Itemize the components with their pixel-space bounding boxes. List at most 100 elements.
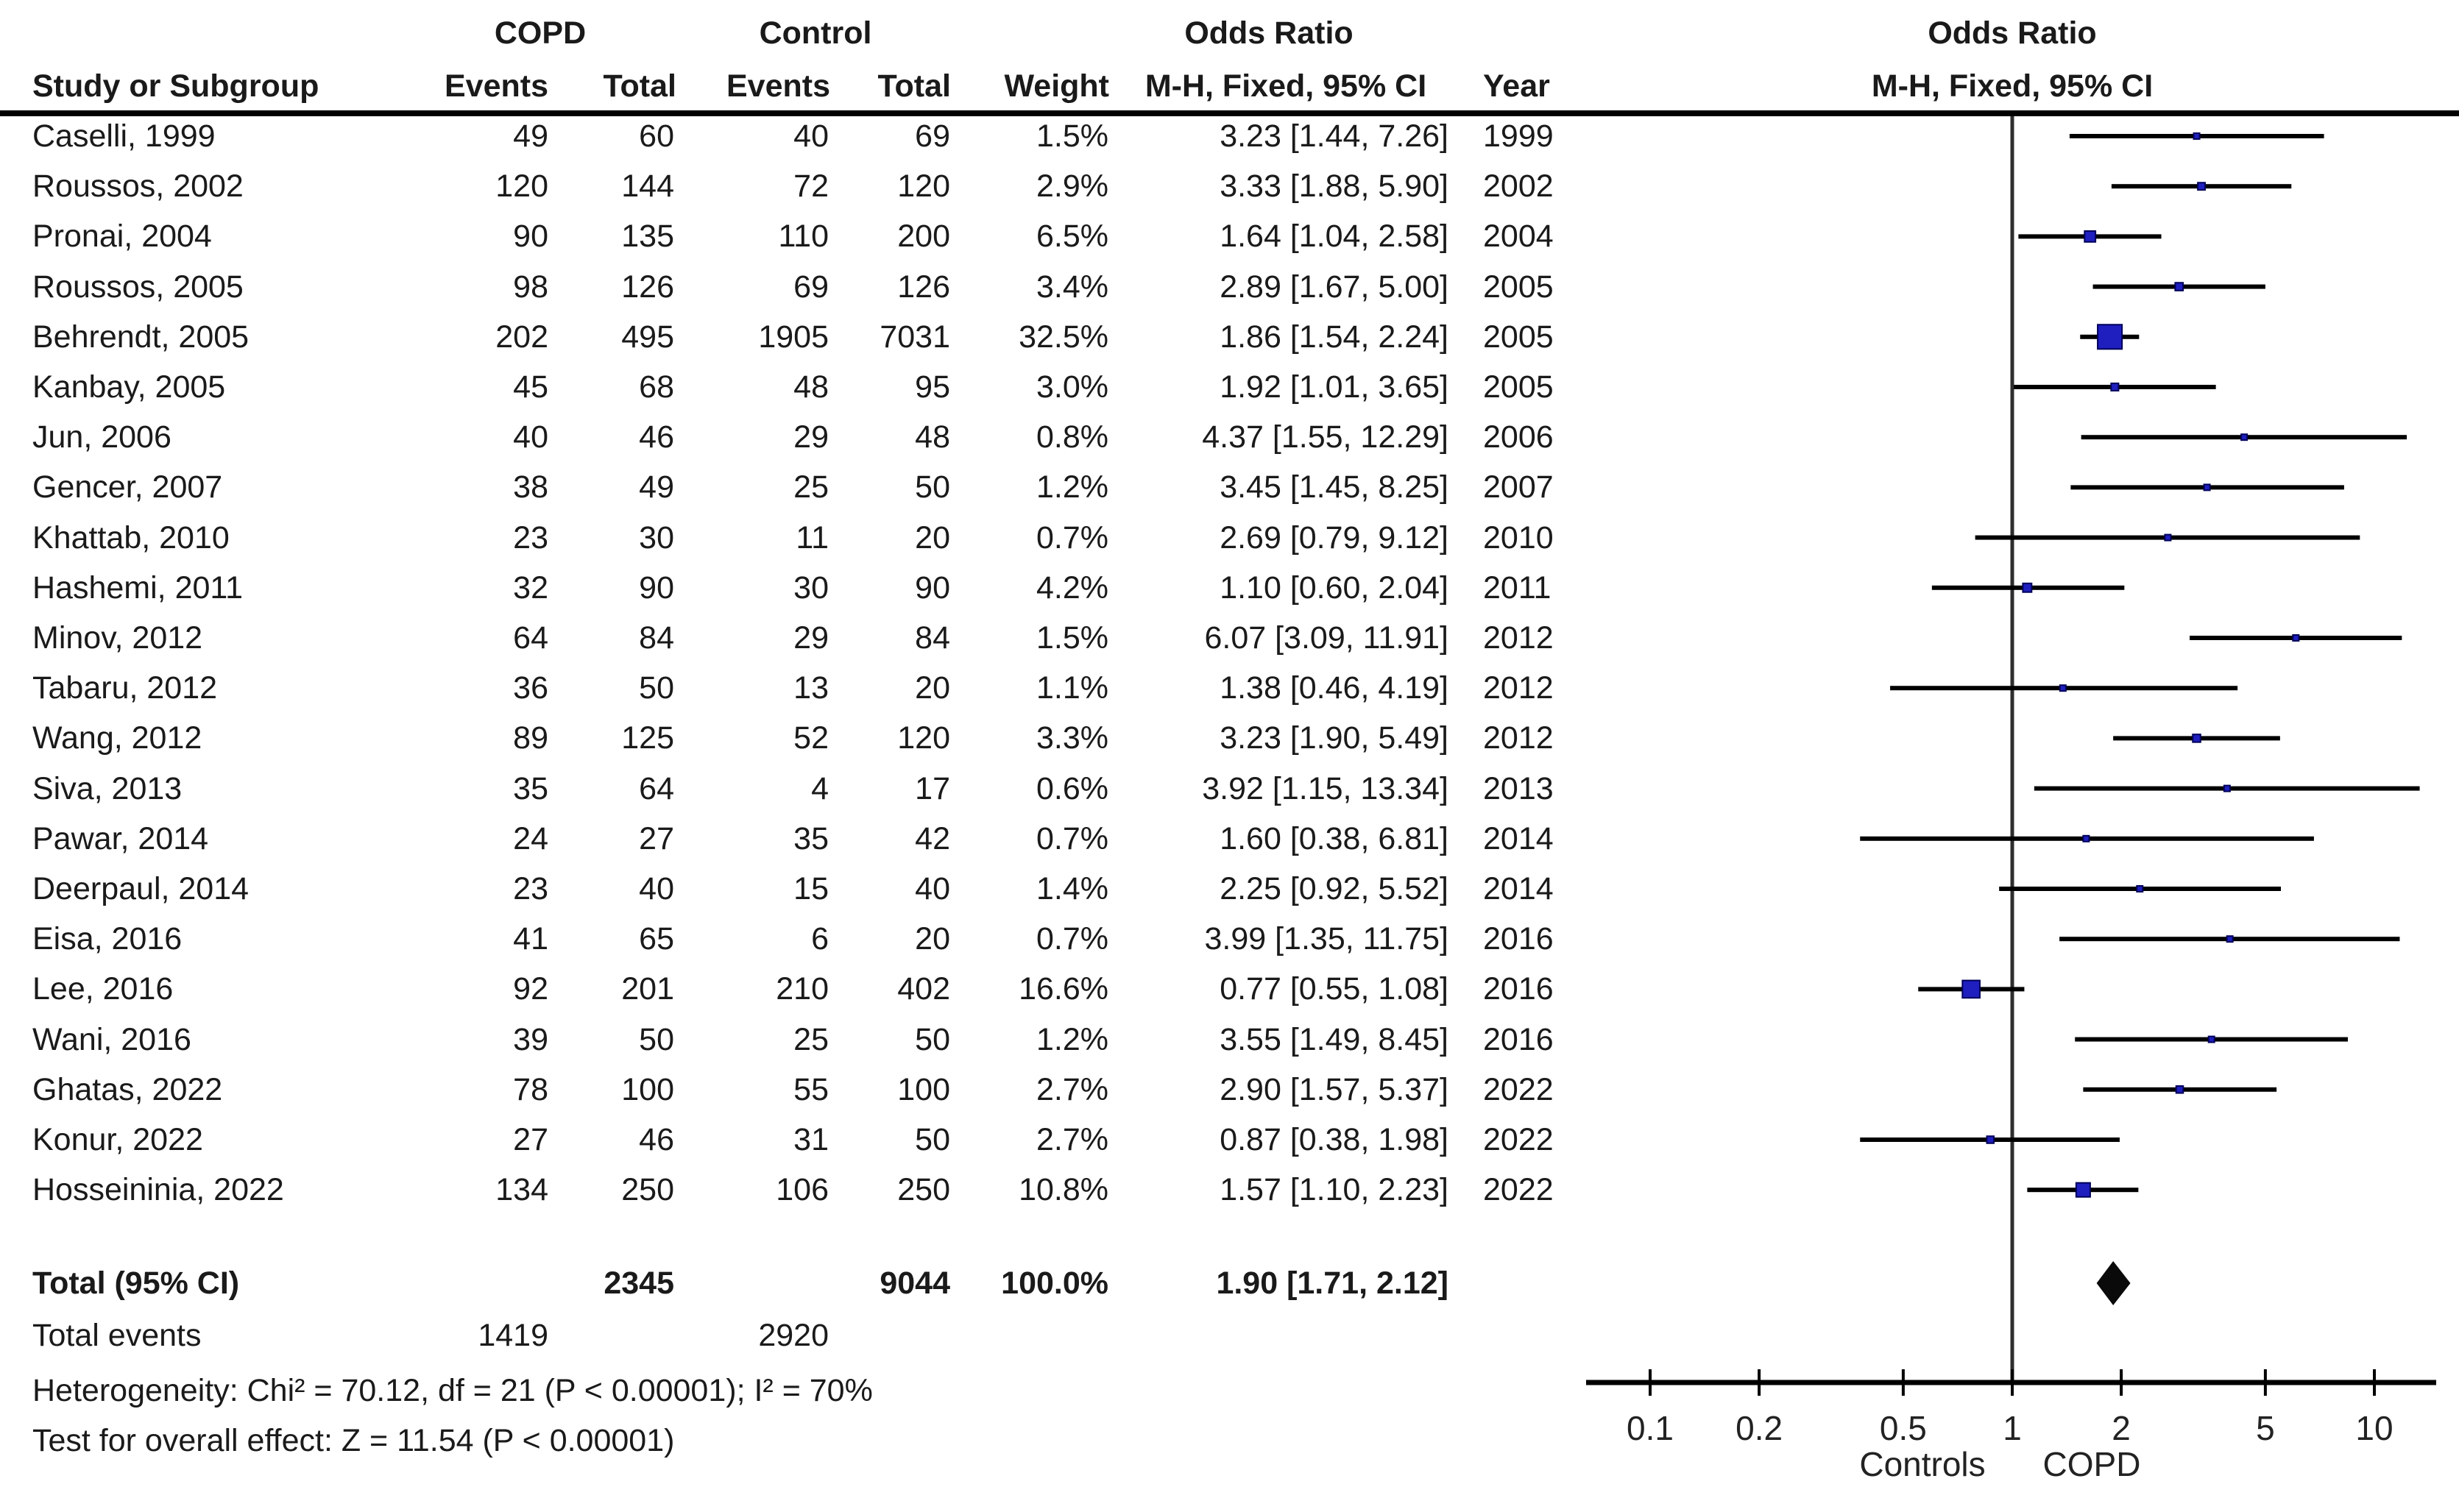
control-total: 120 xyxy=(897,168,950,205)
year-value: 2010 xyxy=(1483,519,1554,556)
control-events: 25 xyxy=(793,1021,829,1057)
control-total: 90 xyxy=(915,569,950,606)
or-ci-text: 2.69 [0.79, 9.12] xyxy=(1220,519,1448,556)
copd-total: 90 xyxy=(639,569,674,606)
copd-total: 201 xyxy=(621,971,674,1007)
year-value: 2016 xyxy=(1483,1021,1554,1057)
axis-tick-label: 0.1 xyxy=(1627,1409,1674,1447)
year-value: 2022 xyxy=(1483,1071,1554,1107)
study-name: Lee, 2016 xyxy=(32,971,174,1007)
control-total: 50 xyxy=(915,1122,950,1157)
point-estimate-marker xyxy=(2097,324,2123,350)
weight-value: 4.2% xyxy=(1036,569,1108,606)
point-estimate-marker xyxy=(2082,834,2090,842)
control-events: 13 xyxy=(793,670,829,706)
col-header-mh-fixed: M-H, Fixed, 95% CI xyxy=(1144,68,1427,104)
point-estimate-marker xyxy=(2203,483,2211,491)
study-name: Tabaru, 2012 xyxy=(32,670,218,706)
control-events: 15 xyxy=(793,871,829,906)
copd-total: 60 xyxy=(639,118,674,154)
or-ci-text: 2.25 [0.92, 5.52] xyxy=(1220,871,1448,906)
point-estimate-marker xyxy=(2075,1182,2091,1198)
control-events: 25 xyxy=(793,469,829,505)
control-total: 250 xyxy=(897,1172,950,1208)
point-estimate-marker xyxy=(2226,935,2234,943)
group1-header: COPD xyxy=(494,15,587,51)
control-events: 40 xyxy=(793,118,829,154)
header-divider xyxy=(0,110,2459,116)
year-value: 2005 xyxy=(1483,319,1554,355)
year-value: 2014 xyxy=(1483,871,1554,906)
control-total: 17 xyxy=(915,770,950,806)
year-value: 2022 xyxy=(1483,1122,1554,1157)
control-events: 4 xyxy=(811,770,829,806)
control-events: 31 xyxy=(793,1122,829,1157)
null-line xyxy=(2010,116,2014,1383)
copd-total: 135 xyxy=(621,219,674,255)
control-total: 402 xyxy=(897,971,950,1007)
favours-left-label: Controls xyxy=(1859,1445,1986,1483)
weight-value: 0.7% xyxy=(1036,820,1108,856)
total-label: Total (95% CI) xyxy=(32,1266,240,1301)
axis-tick-label: 0.2 xyxy=(1736,1409,1783,1447)
or-column-header: Odds Ratio xyxy=(1184,15,1354,51)
copd-total: 64 xyxy=(639,770,674,806)
or-ci-text: 1.38 [0.46, 4.19] xyxy=(1220,670,1448,706)
control-total: 42 xyxy=(915,820,950,856)
study-name: Minov, 2012 xyxy=(32,620,203,656)
study-name: Kanbay, 2005 xyxy=(32,369,226,405)
or-ci-text: 3.23 [1.44, 7.26] xyxy=(1220,118,1448,154)
study-name: Roussos, 2005 xyxy=(32,269,244,305)
weight-value: 1.1% xyxy=(1036,670,1108,706)
point-estimate-marker xyxy=(2110,382,2120,392)
or-ci-text: 3.45 [1.45, 8.25] xyxy=(1220,469,1448,505)
control-total: 20 xyxy=(915,519,950,556)
year-value: 1999 xyxy=(1483,118,1554,154)
axis-tick xyxy=(2120,1369,2123,1396)
copd-total: 250 xyxy=(621,1172,674,1208)
control-total: 95 xyxy=(915,369,950,405)
copd-events: 40 xyxy=(513,419,548,455)
plot-title: Odds Ratio xyxy=(1928,15,2097,51)
point-estimate-marker xyxy=(2292,634,2300,642)
copd-events: 64 xyxy=(513,620,548,656)
point-estimate-marker xyxy=(2223,784,2231,792)
weight-value: 16.6% xyxy=(1019,971,1108,1007)
axis-tick-label: 1 xyxy=(2003,1409,2022,1447)
total-events-copd: 1419 xyxy=(478,1318,548,1353)
axis-tick xyxy=(1649,1369,1652,1396)
control-events: 106 xyxy=(776,1172,829,1208)
copd-events: 23 xyxy=(513,871,548,906)
year-value: 2006 xyxy=(1483,419,1554,455)
copd-total: 40 xyxy=(639,871,674,906)
control-total: 84 xyxy=(915,620,950,656)
control-events: 110 xyxy=(778,219,829,255)
heterogeneity-text: Heterogeneity: Chi² = 70.12, df = 21 (P … xyxy=(32,1373,873,1408)
or-ci-text: 1.64 [1.04, 2.58] xyxy=(1220,219,1448,255)
weight-value: 0.6% xyxy=(1036,770,1108,806)
control-total: 50 xyxy=(915,1021,950,1057)
copd-events: 89 xyxy=(513,720,548,756)
copd-total: 126 xyxy=(621,269,674,305)
point-estimate-marker xyxy=(2240,433,2249,441)
axis-tick xyxy=(1758,1369,1761,1396)
study-name: Pawar, 2014 xyxy=(32,820,209,856)
control-events: 69 xyxy=(793,269,829,305)
study-name: Roussos, 2002 xyxy=(32,168,244,205)
copd-total: 27 xyxy=(639,820,674,856)
control-events: 6 xyxy=(811,921,829,957)
point-estimate-marker xyxy=(2136,885,2144,892)
weight-value: 2.7% xyxy=(1036,1122,1108,1157)
or-ci-text: 3.92 [1.15, 13.34] xyxy=(1202,770,1448,806)
year-value: 2013 xyxy=(1483,770,1554,806)
year-value: 2022 xyxy=(1483,1172,1554,1208)
copd-events: 45 xyxy=(513,369,548,405)
study-name: Caselli, 1999 xyxy=(32,118,216,154)
axis-tick xyxy=(2263,1369,2267,1396)
or-ci-text: 2.89 [1.67, 5.00] xyxy=(1220,269,1448,305)
weight-value: 1.4% xyxy=(1036,871,1108,906)
control-total: 7031 xyxy=(880,319,950,355)
weight-value: 0.8% xyxy=(1036,419,1108,455)
